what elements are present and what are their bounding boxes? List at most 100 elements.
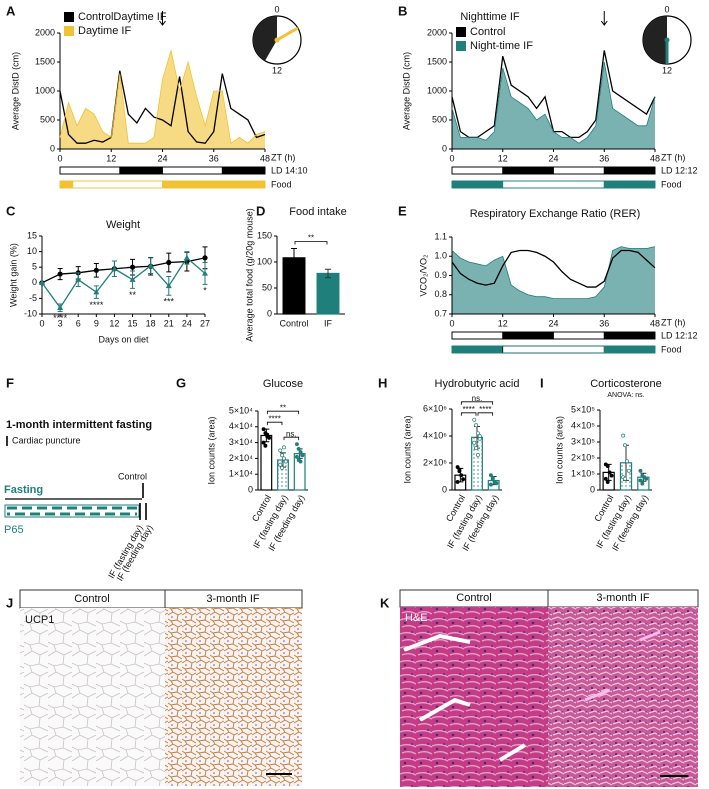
significance-bracket bbox=[460, 401, 494, 405]
y-tick-label: 6×10⁶ bbox=[423, 403, 447, 413]
y-tick-label: 1×10⁴ bbox=[229, 469, 253, 479]
schedule-segment bbox=[451, 180, 504, 189]
data-point bbox=[474, 423, 479, 428]
data-point bbox=[278, 448, 283, 453]
point bbox=[129, 276, 136, 282]
legend-label: Daytime IF bbox=[78, 25, 131, 37]
x-tick-label: 48 bbox=[260, 153, 270, 163]
data-point bbox=[280, 465, 285, 470]
x-axis-label: ZT (h) bbox=[661, 317, 685, 327]
panel-letter: C bbox=[6, 203, 16, 218]
data-point bbox=[283, 459, 288, 464]
x-tick-label: 12 bbox=[106, 153, 116, 163]
schedule-segment bbox=[603, 331, 656, 340]
legend-swatch bbox=[456, 41, 466, 51]
data-point bbox=[605, 480, 610, 484]
data-point bbox=[280, 453, 285, 458]
y-axis-label: Ion counts (area) bbox=[206, 416, 216, 484]
panel-letter: G bbox=[176, 375, 186, 390]
y-tick-label: 1000 bbox=[35, 85, 55, 95]
header: 3-month IF bbox=[596, 592, 649, 604]
data-point bbox=[638, 468, 643, 473]
annotation: * bbox=[203, 286, 207, 296]
panel-letter: E bbox=[398, 203, 407, 218]
x-tick-label: 36 bbox=[599, 153, 609, 163]
y-tick-label: 3×10⁴ bbox=[229, 437, 253, 447]
x-tick-label: IF bbox=[324, 318, 333, 328]
y-tick-label: 1500 bbox=[427, 56, 447, 66]
point bbox=[166, 259, 172, 266]
significance-label: **** bbox=[462, 405, 474, 414]
control-label: Control bbox=[118, 471, 147, 481]
x-tick-label: Control bbox=[279, 318, 308, 328]
significance-label: ** bbox=[308, 234, 314, 243]
x-tick-label: 12 bbox=[109, 318, 119, 328]
data-point bbox=[605, 464, 610, 468]
y-tick-label: 2000 bbox=[427, 27, 447, 37]
y-tick-label: 2×10⁴ bbox=[229, 453, 253, 463]
schedule-frame bbox=[59, 180, 266, 189]
schedule-segment bbox=[451, 345, 504, 354]
schedule-segment bbox=[119, 166, 163, 175]
legend-swatch bbox=[456, 27, 466, 37]
schedule-segment bbox=[72, 180, 163, 189]
y-axis-label: Average DistD (cm) bbox=[401, 52, 411, 130]
y-tick-label: 4×10⁶ bbox=[423, 430, 447, 440]
schedule-segment bbox=[502, 345, 605, 354]
fasting-label: Fasting bbox=[4, 484, 43, 496]
significance-label: ns. bbox=[472, 394, 483, 403]
y-tick-label: 0 bbox=[50, 143, 55, 153]
y-tick-label: 10 bbox=[27, 246, 37, 256]
panel-letter: H bbox=[378, 375, 387, 390]
panel-letter: K bbox=[380, 595, 390, 610]
arrow bbox=[600, 11, 608, 26]
clock-label: 0 bbox=[274, 4, 279, 14]
y-tick-label: 0 bbox=[248, 484, 253, 494]
annotation: **** bbox=[89, 300, 104, 310]
series-line bbox=[41, 257, 206, 284]
y-tick-label: 2000 bbox=[35, 27, 55, 37]
clock-hand bbox=[276, 26, 299, 42]
y-tick-label: 1500 bbox=[35, 56, 55, 66]
schedule-label: Food bbox=[661, 344, 682, 354]
x-axis-label: ZT (h) bbox=[661, 152, 685, 162]
schedule-segment bbox=[162, 180, 266, 189]
data-point bbox=[472, 417, 477, 422]
schedule-segment bbox=[603, 180, 656, 189]
point bbox=[57, 304, 64, 310]
point bbox=[202, 270, 208, 276]
data-point bbox=[457, 467, 462, 472]
schedule-segment bbox=[553, 166, 605, 175]
panel-j: Control 3-month IF UCP1 bbox=[19, 589, 303, 786]
clock-dark bbox=[252, 16, 277, 61]
chart-title: Weight bbox=[106, 219, 140, 231]
strain-label: P65 bbox=[4, 524, 24, 536]
data-point bbox=[609, 473, 614, 478]
data-point bbox=[623, 443, 627, 448]
significance-label: **** bbox=[479, 405, 491, 414]
y-tick-label: 0 bbox=[442, 484, 447, 494]
data-point bbox=[281, 445, 286, 450]
schedule-segment bbox=[603, 345, 656, 354]
data-point bbox=[298, 459, 303, 464]
y-tick-label: 15 bbox=[27, 230, 37, 240]
panel-letter: J bbox=[6, 595, 13, 610]
panel-letter: A bbox=[6, 3, 16, 18]
point bbox=[165, 282, 172, 289]
x-tick-label: 0 bbox=[449, 318, 454, 328]
series-line bbox=[59, 50, 266, 144]
data-point bbox=[475, 431, 480, 436]
y-tick-label: 500 bbox=[432, 114, 447, 124]
clock-label: 12 bbox=[272, 65, 282, 75]
schedule-frame bbox=[451, 331, 656, 340]
y-tick-label: 5 bbox=[32, 262, 37, 272]
schedule-segment bbox=[221, 166, 266, 175]
point bbox=[93, 288, 100, 295]
x-axis-label: ZT (h) bbox=[271, 152, 295, 162]
significance-bracket bbox=[294, 241, 328, 245]
x-tick-label: 0 bbox=[57, 153, 62, 163]
schedule-segment bbox=[502, 166, 554, 175]
data-point bbox=[459, 473, 464, 478]
data-point bbox=[455, 465, 460, 469]
header: Control bbox=[456, 592, 491, 604]
